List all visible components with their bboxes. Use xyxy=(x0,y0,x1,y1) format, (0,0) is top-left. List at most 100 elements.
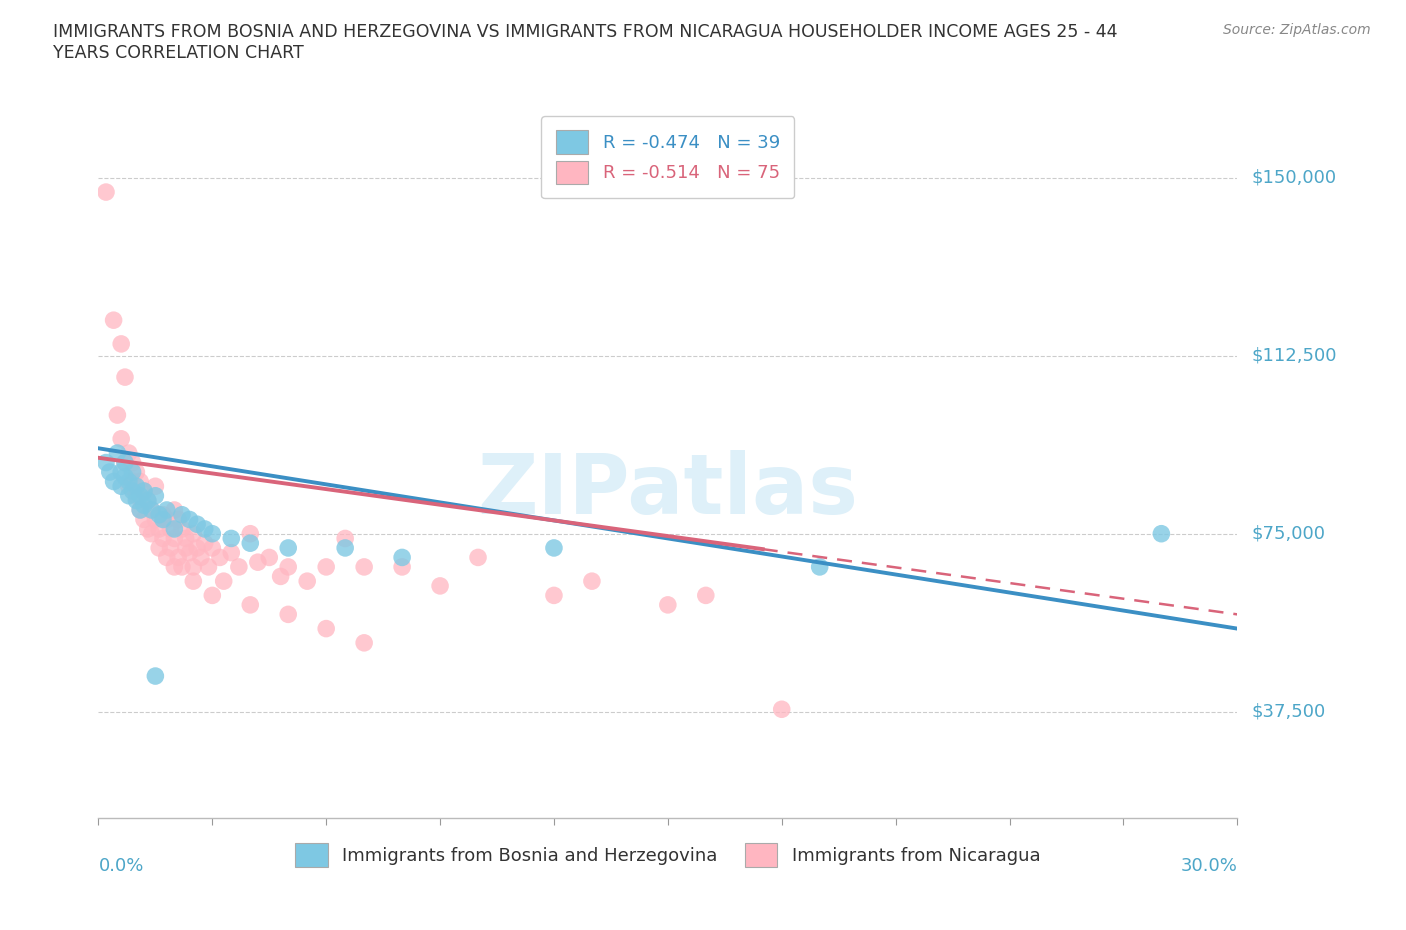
Point xyxy=(129,502,152,517)
Point xyxy=(1150,526,1173,541)
Point xyxy=(136,493,159,508)
Point xyxy=(179,512,201,527)
Point xyxy=(114,370,136,385)
Point xyxy=(277,540,299,555)
Point xyxy=(156,550,179,565)
Point xyxy=(259,550,281,565)
Point xyxy=(152,507,174,522)
Point xyxy=(174,531,197,546)
Text: 30.0%: 30.0% xyxy=(1181,857,1237,875)
Point xyxy=(132,512,155,527)
Point xyxy=(212,574,235,589)
Point xyxy=(114,470,136,485)
Text: 0.0%: 0.0% xyxy=(98,857,143,875)
Point xyxy=(194,536,217,551)
Point xyxy=(114,455,136,470)
Point xyxy=(270,569,292,584)
Point xyxy=(141,502,163,517)
Point xyxy=(132,484,155,498)
Point xyxy=(239,526,262,541)
Point xyxy=(315,560,337,575)
Point xyxy=(156,512,179,527)
Point xyxy=(118,474,141,489)
Point xyxy=(315,621,337,636)
Point xyxy=(107,445,129,460)
Point xyxy=(170,522,193,537)
Point xyxy=(183,526,205,541)
Point xyxy=(297,574,319,589)
Point xyxy=(121,465,143,480)
Point xyxy=(581,574,603,589)
Point xyxy=(163,531,186,546)
Point xyxy=(770,702,793,717)
Point xyxy=(163,502,186,517)
Point xyxy=(132,484,155,498)
Legend: Immigrants from Bosnia and Herzegovina, Immigrants from Nicaragua: Immigrants from Bosnia and Herzegovina, … xyxy=(287,834,1049,876)
Point xyxy=(159,540,181,555)
Point xyxy=(543,540,565,555)
Point xyxy=(114,455,136,470)
Point xyxy=(145,488,167,503)
Point xyxy=(110,465,132,480)
Point xyxy=(277,560,299,575)
Point xyxy=(125,493,148,508)
Point xyxy=(186,517,208,532)
Point xyxy=(98,465,121,480)
Text: IMMIGRANTS FROM BOSNIA AND HERZEGOVINA VS IMMIGRANTS FROM NICARAGUA HOUSEHOLDER : IMMIGRANTS FROM BOSNIA AND HERZEGOVINA V… xyxy=(53,23,1118,62)
Point xyxy=(152,531,174,546)
Point xyxy=(391,550,413,565)
Point xyxy=(657,597,679,612)
Point xyxy=(239,536,262,551)
Point xyxy=(221,531,243,546)
Point xyxy=(148,522,170,537)
Point xyxy=(467,550,489,565)
Point xyxy=(159,522,181,537)
Point xyxy=(201,526,224,541)
Point xyxy=(94,185,117,200)
Text: $37,500: $37,500 xyxy=(1251,703,1326,721)
Point xyxy=(543,588,565,603)
Point xyxy=(429,578,451,593)
Point xyxy=(148,507,170,522)
Point xyxy=(277,607,299,622)
Point xyxy=(335,540,357,555)
Point xyxy=(391,560,413,575)
Point xyxy=(183,560,205,575)
Point xyxy=(201,588,224,603)
Point xyxy=(103,312,125,327)
Point xyxy=(246,554,269,569)
Point xyxy=(239,597,262,612)
Point xyxy=(141,526,163,541)
Point xyxy=(129,502,152,517)
Point xyxy=(221,545,243,560)
Point xyxy=(208,550,231,565)
Point xyxy=(148,540,170,555)
Point xyxy=(179,545,201,560)
Point xyxy=(808,560,831,575)
Point xyxy=(107,407,129,422)
Point xyxy=(141,502,163,517)
Text: ZIPatlas: ZIPatlas xyxy=(478,450,858,531)
Point xyxy=(118,445,141,460)
Text: $75,000: $75,000 xyxy=(1251,525,1326,543)
Point xyxy=(110,432,132,446)
Point xyxy=(121,474,143,489)
Point xyxy=(197,560,219,575)
Point xyxy=(167,512,190,527)
Point xyxy=(152,512,174,527)
Point xyxy=(103,474,125,489)
Point xyxy=(170,560,193,575)
Point xyxy=(125,488,148,503)
Point xyxy=(110,479,132,494)
Point xyxy=(145,512,167,527)
Point xyxy=(118,488,141,503)
Point xyxy=(201,540,224,555)
Point xyxy=(121,484,143,498)
Point xyxy=(110,337,132,352)
Point xyxy=(94,455,117,470)
Point xyxy=(167,550,190,565)
Point xyxy=(170,507,193,522)
Point xyxy=(129,474,152,489)
Point xyxy=(129,488,152,503)
Point xyxy=(163,522,186,537)
